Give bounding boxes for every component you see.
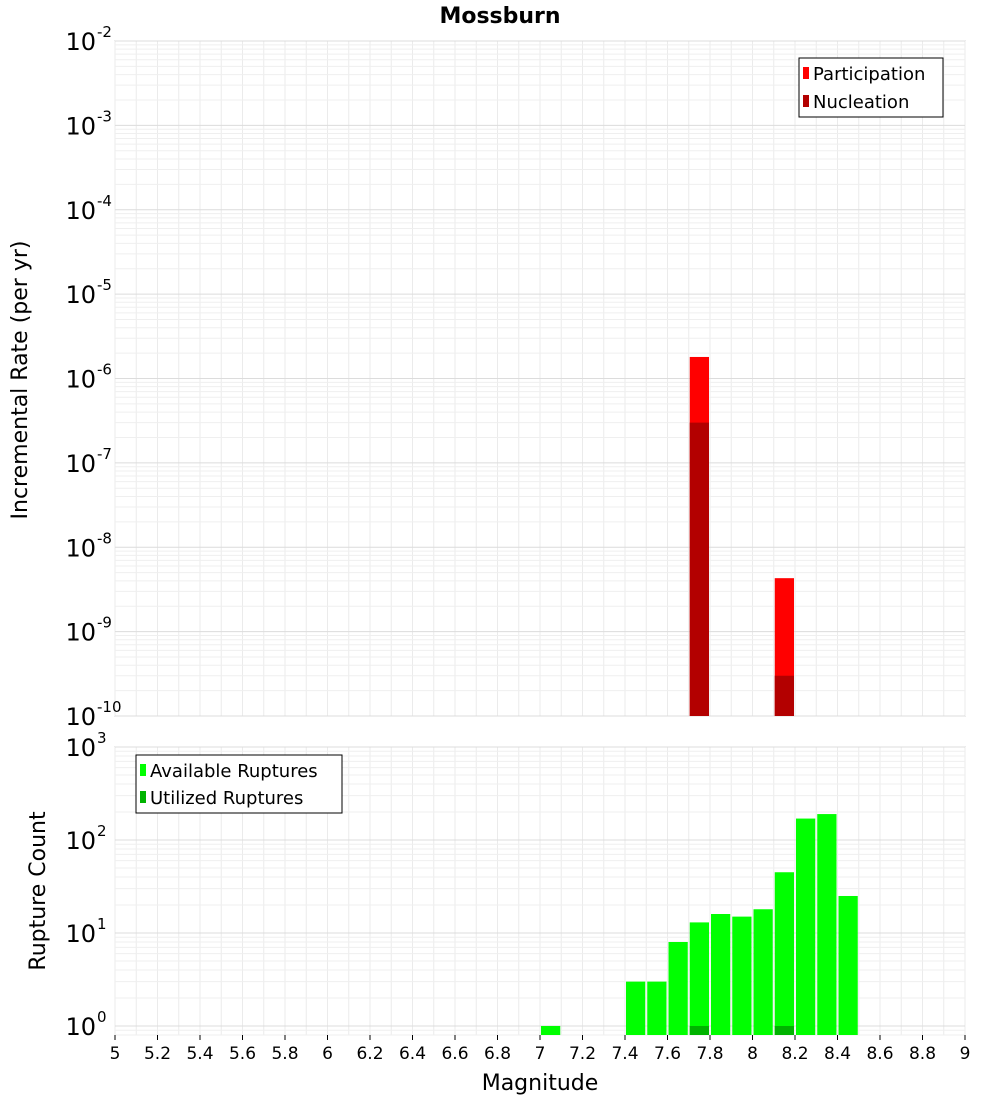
legend-swatch-nucleation — [803, 95, 809, 107]
bottom-legend-box — [135, 754, 343, 814]
x-tick-label: 7 — [535, 1044, 546, 1064]
x-tick-label: 8.2 — [781, 1044, 808, 1064]
legend-label-participation: Participation — [813, 64, 925, 85]
x-axis-title: Magnitude — [482, 1071, 599, 1096]
y-tick-exponent: -5 — [97, 276, 112, 294]
chart-title: Mossburn — [439, 4, 560, 29]
x-tick-label: 6 — [322, 1044, 333, 1064]
y-tick-label: 10 — [65, 197, 96, 225]
y-tick-label: 10 — [65, 366, 96, 394]
top-grid — [114, 40, 966, 717]
y-tick-exponent: -3 — [97, 107, 112, 125]
legend-swatch-available — [140, 764, 146, 776]
bar-available-ruptures — [647, 981, 667, 1035]
bar-available-ruptures — [817, 814, 837, 1035]
legend-label-utilized: Utilized Ruptures — [150, 788, 303, 809]
bar-available-ruptures — [541, 1025, 561, 1035]
x-ticks: 5 5.2 5.4 5.6 5.8 6 6.2 6.4 6.6 6.8 7 7.2 7.4 7.6 7.8 8… — [110, 1035, 971, 1064]
y-tick-label: 10 — [65, 1013, 96, 1041]
bar-available-ruptures — [689, 922, 709, 1035]
y-tick-label: 10 — [65, 734, 96, 762]
x-tick-label: 8.6 — [866, 1044, 893, 1064]
bar-nucleation — [689, 422, 709, 716]
legend-swatch-participation — [803, 67, 809, 79]
bar-available-ruptures — [796, 818, 816, 1035]
x-tick-label: 5.4 — [186, 1044, 213, 1064]
x-tick-label: 9 — [960, 1044, 971, 1064]
x-tick-label: 6.4 — [399, 1044, 426, 1064]
bar-available-ruptures — [626, 981, 646, 1035]
y-tick-label: 10 — [65, 703, 96, 731]
x-tick-label: 8.8 — [909, 1044, 936, 1064]
x-tick-label: 6.2 — [356, 1044, 383, 1064]
x-tick-label: 5 — [110, 1044, 121, 1064]
y-tick-exponent: 3 — [97, 729, 107, 747]
legend-label-available: Available Ruptures — [150, 761, 318, 782]
y-tick-exponent: -9 — [97, 614, 112, 632]
y-tick-exponent: -4 — [97, 192, 112, 210]
y-tick-label: 10 — [65, 920, 96, 948]
bar-utilized-ruptures — [689, 1025, 709, 1035]
y-tick-exponent: 1 — [97, 915, 107, 933]
bar-available-ruptures — [668, 942, 688, 1035]
x-tick-label: 8.4 — [824, 1044, 851, 1064]
y-tick-exponent: -6 — [97, 361, 112, 379]
y-tick-exponent: -8 — [97, 529, 112, 547]
x-tick-label: 7.2 — [569, 1044, 596, 1064]
bar-available-ruptures — [753, 909, 773, 1035]
top-legend-box — [798, 57, 944, 118]
bar-utilized-ruptures — [774, 1025, 794, 1035]
y-tick-exponent: 2 — [97, 822, 107, 840]
x-tick-label: 5.8 — [271, 1044, 298, 1064]
y-tick-label: 10 — [65, 827, 96, 855]
y-tick-label: 10 — [65, 450, 96, 478]
x-tick-label: 5.2 — [144, 1044, 171, 1064]
y-tick-exponent: 0 — [97, 1008, 107, 1026]
bottom-y-axis-title: Rupture Count — [26, 811, 51, 971]
top-y-axis-title: Incremental Rate (per yr) — [8, 241, 33, 520]
bar-available-ruptures — [838, 895, 858, 1035]
y-tick-exponent: -10 — [97, 698, 122, 716]
x-tick-label: 7.6 — [654, 1044, 681, 1064]
y-tick-label: 10 — [65, 28, 96, 56]
top-bars — [689, 356, 794, 716]
x-tick-label: 8 — [747, 1044, 758, 1064]
bottom-bars — [541, 814, 858, 1035]
bar-nucleation — [774, 675, 794, 716]
bar-available-ruptures — [711, 914, 731, 1035]
y-tick-label: 10 — [65, 619, 96, 647]
legend-label-nucleation: Nucleation — [813, 92, 909, 113]
y-tick-label: 10 — [65, 112, 96, 140]
y-tick-label: 10 — [65, 281, 96, 309]
x-tick-label: 6.6 — [441, 1044, 468, 1064]
x-tick-label: 7.8 — [696, 1044, 723, 1064]
y-tick-label: 10 — [65, 534, 96, 562]
x-tick-label: 5.6 — [229, 1044, 256, 1064]
bottom-legend: Available Ruptures Utilized Ruptures — [135, 754, 343, 814]
y-tick-exponent: -2 — [97, 23, 112, 41]
y-tick-exponent: -7 — [97, 445, 112, 463]
legend-swatch-utilized — [140, 791, 146, 803]
top-legend: Participation Nucleation — [798, 57, 944, 118]
bar-available-ruptures — [732, 916, 752, 1035]
x-tick-label: 7.4 — [611, 1044, 638, 1064]
bar-available-ruptures — [774, 872, 794, 1035]
x-tick-label: 6.8 — [484, 1044, 511, 1064]
